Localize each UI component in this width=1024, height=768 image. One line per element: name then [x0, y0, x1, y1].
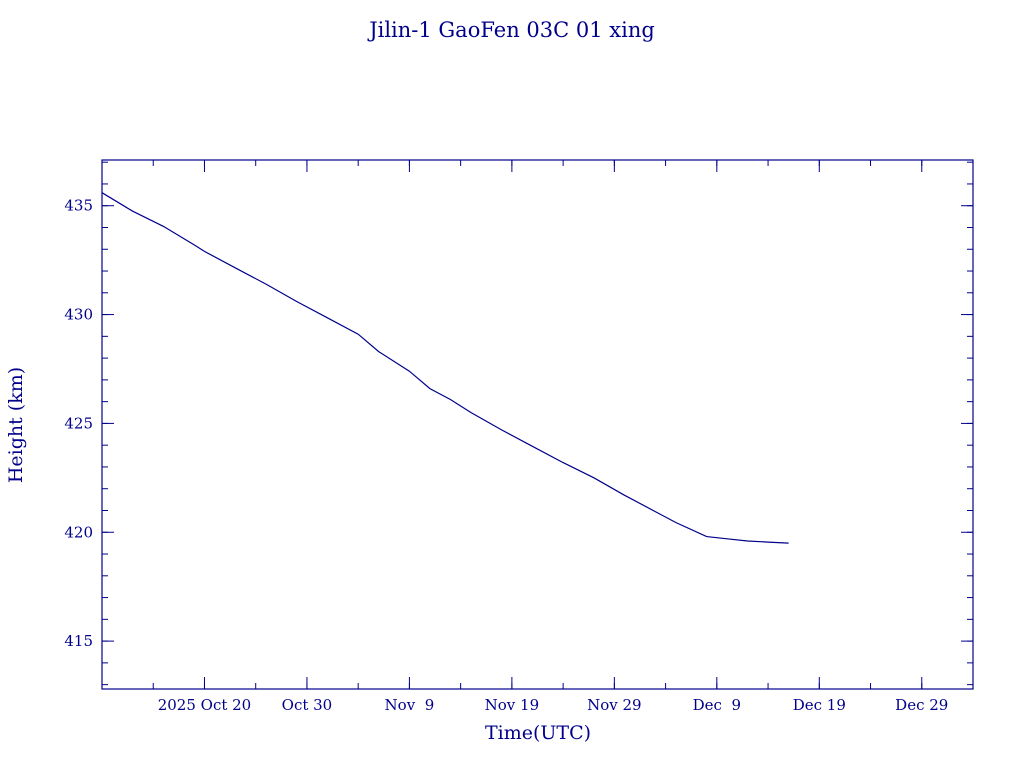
y-tick-label: 420: [64, 523, 93, 541]
y-tick-label: 435: [64, 197, 93, 215]
y-tick-label: 415: [64, 632, 93, 650]
x-tick-label: Dec 19: [793, 696, 846, 714]
x-tick-label: Nov 9: [385, 696, 435, 714]
chart-title: Jilin-1 GaoFen 03C 01 xing: [367, 18, 655, 42]
x-axis-title: Time(UTC): [485, 722, 591, 744]
y-tick-label: 425: [64, 414, 93, 432]
tick-labels: 2025 Oct 20 Oct 30 Nov 9 Nov 19 Nov 29 Dec 9 D…: [64, 197, 948, 714]
x-axis: [101, 160, 974, 689]
y-axis-title: Height (km): [5, 367, 27, 483]
height-series-line: [101, 192, 789, 544]
x-tick-label: Oct 30: [282, 696, 333, 714]
plot-frame: [101, 159, 974, 690]
y-tick-label: 430: [64, 306, 93, 324]
x-tick-label: Nov 29: [587, 696, 642, 714]
x-tick-label: Dec 29: [895, 696, 948, 714]
x-tick-label: Dec 9: [693, 696, 741, 714]
y-axis: [102, 161, 973, 686]
x-tick-label: Nov 19: [485, 696, 540, 714]
x-tick-label: 2025 Oct 20: [158, 696, 252, 714]
